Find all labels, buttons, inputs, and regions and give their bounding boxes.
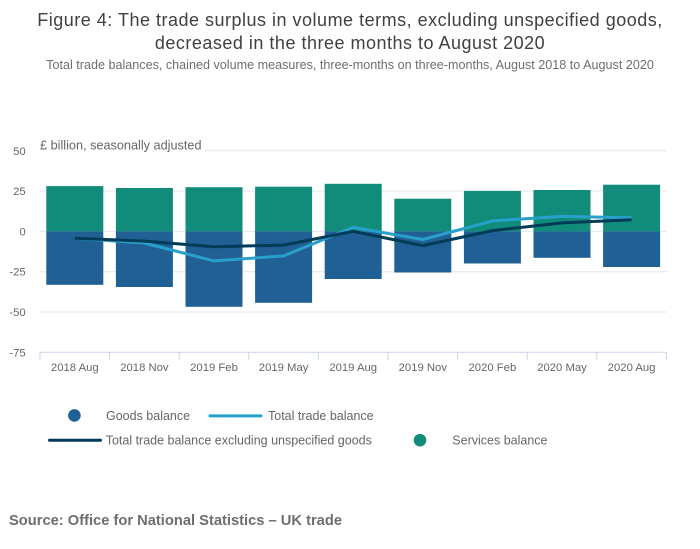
svg-text:-25: -25 (9, 267, 25, 279)
svg-text:2019 Feb: 2019 Feb (190, 362, 238, 374)
svg-text:2020 Feb: 2020 Feb (469, 362, 517, 374)
svg-text:Total trade balance: Total trade balance (268, 409, 374, 423)
svg-text:Services balance: Services balance (452, 433, 547, 447)
svg-text:2019 Aug: 2019 Aug (329, 362, 377, 374)
svg-text:2018 Aug: 2018 Aug (51, 362, 99, 374)
svg-text:-50: -50 (9, 307, 25, 319)
svg-text:2019 May: 2019 May (259, 362, 309, 374)
svg-text:Goods balance: Goods balance (106, 409, 190, 423)
svg-text:50: 50 (13, 146, 26, 158)
svg-text:-75: -75 (9, 347, 25, 359)
svg-text:25: 25 (13, 186, 26, 198)
svg-text:0: 0 (19, 226, 25, 238)
svg-text:2019 Nov: 2019 Nov (399, 362, 448, 374)
svg-text:£ billion, seasonally adjusted: £ billion, seasonally adjusted (40, 138, 202, 152)
svg-text:Total trade balance excluding: Total trade balance excluding unspecifie… (106, 433, 372, 447)
svg-text:2020 Aug: 2020 Aug (608, 362, 656, 374)
svg-text:2018 Nov: 2018 Nov (120, 362, 169, 374)
svg-text:2020 May: 2020 May (537, 362, 587, 374)
